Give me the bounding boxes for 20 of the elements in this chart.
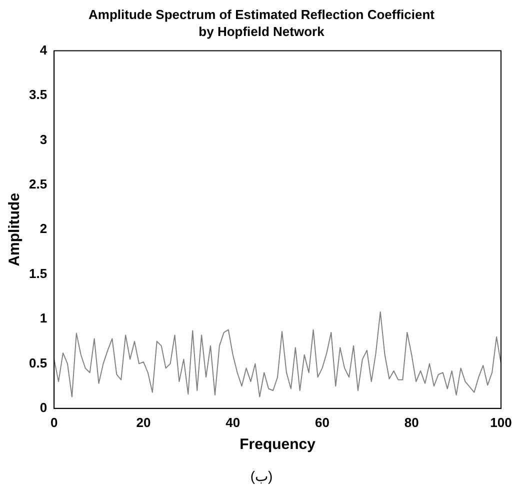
x-tick-label: 20 [136,414,151,430]
x-tick-label: 40 [226,414,240,430]
y-tick-label: 3 [40,132,48,147]
y-tick-label: 2.5 [28,176,48,192]
y-tick-label: 0.5 [28,355,48,370]
x-tick-label: 0 [50,414,58,430]
y-tick-label: 3.5 [28,87,48,102]
text: (ب) [249,468,274,484]
x-axis-title: Frequency [240,436,316,454]
y-axis-title: Amplitude [6,192,24,266]
y-tick-label: 1 [40,310,48,326]
y-tick-label: 0 [40,400,48,415]
chart-title: Amplitude Spectrum of Estimated Reflection Coefficient [88,6,436,23]
x-tick-label: 100 [490,414,512,430]
y-tick-label: 2 [40,221,48,236]
x-tick-label: 80 [404,414,419,430]
y-tick-label: 4 [40,42,48,58]
y-tick-label: 1.5 [28,266,48,281]
x-tick-label: 60 [314,414,330,430]
chart-subtitle: by Hopfield Network [198,23,326,40]
